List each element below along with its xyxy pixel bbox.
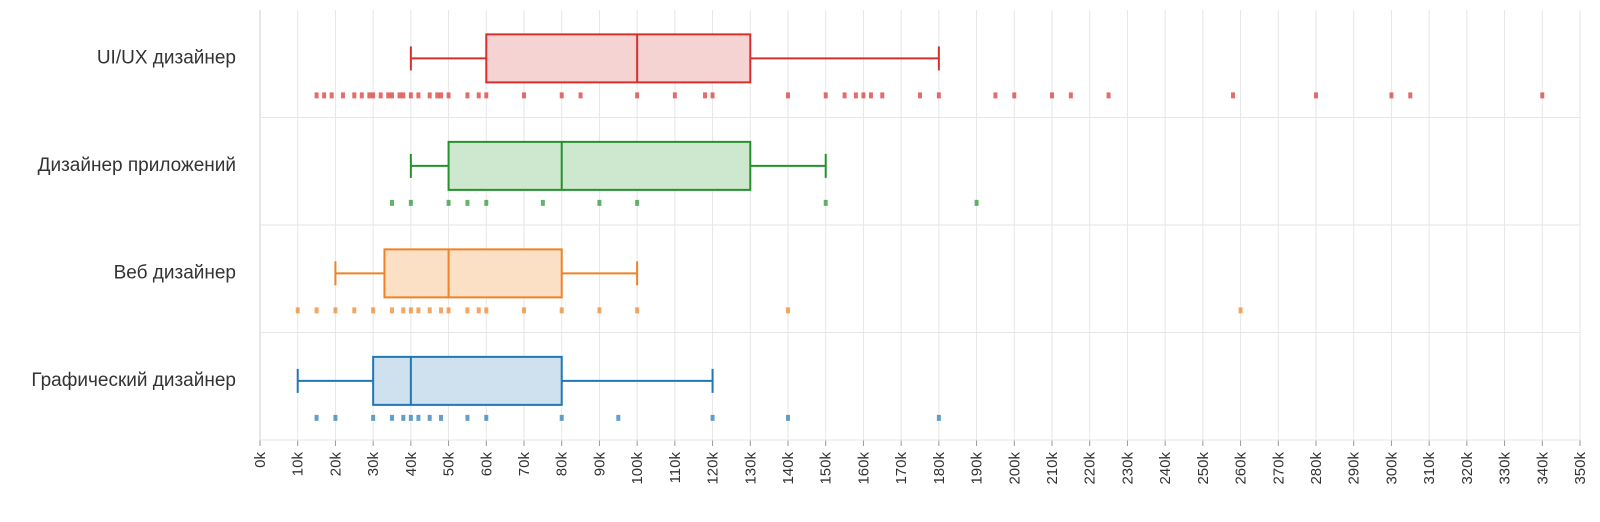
x-tick-label: 110k [667,452,684,484]
x-tick-label: 230k [1119,452,1136,485]
x-tick-label: 70k [516,452,533,477]
x-tick-label: 280k [1308,452,1325,485]
x-tick-label: 160k [855,452,872,485]
box [384,249,561,297]
x-tick-label: 350k [1572,452,1589,485]
x-tick-label: 100k [629,452,646,485]
boxplot-chart: 0k 10k 20k 30k 40k 50k 60k 70k 80k 90k 100k 110k 120… [0,0,1600,522]
x-tick-label: 10k [290,452,307,477]
x-tick-label: 330k [1497,452,1514,485]
x-tick-label: 220k [1082,452,1099,485]
x-tick-label: 340k [1534,452,1551,485]
x-tick-label: 270k [1270,452,1287,485]
x-tick-label: 140k [780,452,797,485]
box [373,357,562,405]
x-tick-label: 190k [969,452,986,485]
box [486,34,750,82]
x-tick-label: 240k [1157,452,1174,485]
x-tick-label: 30k [365,452,382,477]
y-category-label: Веб дизайнер [114,262,236,283]
x-tick-label: 120k [705,452,722,485]
x-tick-label: 90k [591,452,608,477]
x-tick-label: 180k [931,452,948,485]
x-tick-label: 300k [1383,452,1400,485]
x-tick-label: 0k [252,452,269,468]
x-tick-label: 60k [478,452,495,477]
box [449,142,751,190]
x-tick-label: 130k [742,452,759,485]
x-tick-label: 320k [1459,452,1476,485]
x-tick-label: 50k [441,452,458,477]
y-category-label: UI/UX дизайнер [97,47,236,68]
x-tick-label: 20k [327,452,344,477]
x-tick-label: 210k [1044,452,1061,485]
x-tick-label: 310k [1421,452,1438,485]
x-tick-label: 290k [1346,452,1363,485]
x-tick-label: 80k [554,452,571,477]
x-tick-label: 260k [1233,452,1250,485]
x-tick-label: 170k [893,452,910,485]
x-tick-label: 150k [818,452,835,485]
x-tick-label: 200k [1006,452,1023,485]
x-tick-label: 250k [1195,452,1212,485]
y-category-label: Дизайнер приложений [38,155,236,176]
x-tick-label: 40k [403,452,420,477]
y-category-label: Графический дизайнер [31,370,236,391]
